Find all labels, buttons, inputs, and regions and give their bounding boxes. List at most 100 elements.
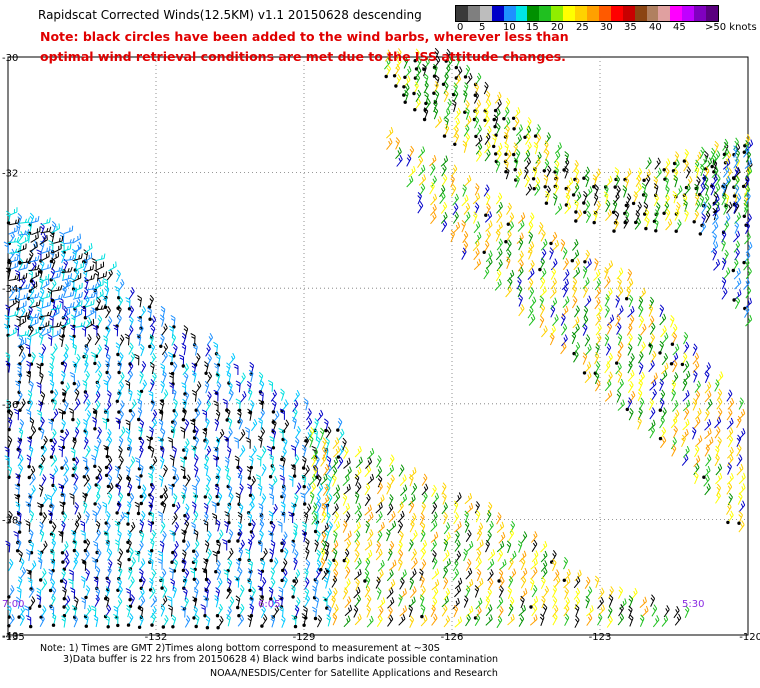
wind-barb <box>648 342 654 355</box>
wind-barb <box>446 56 453 69</box>
wind-barb <box>8 510 13 524</box>
wind-barb <box>544 132 551 145</box>
wind-barb <box>365 575 371 589</box>
wind-barb <box>682 445 690 458</box>
wind-barb <box>50 454 58 467</box>
quality-flag-dot <box>444 59 448 63</box>
wind-barb <box>173 558 178 572</box>
wind-barb <box>464 115 472 128</box>
wind-barb <box>443 538 449 552</box>
wind-barb <box>465 529 472 542</box>
wind-barb <box>107 390 112 403</box>
wind-barb <box>85 445 91 458</box>
wind-barb <box>726 502 732 515</box>
wind-barb <box>129 316 134 329</box>
wind-barb <box>562 296 570 308</box>
quality-flag-dot <box>72 381 77 386</box>
quality-flag-dot <box>171 625 175 629</box>
wind-barb <box>550 267 557 280</box>
wind-barb <box>249 603 254 616</box>
wind-barb <box>238 539 245 552</box>
color-scale-label: 10 <box>503 22 516 33</box>
wind-barb <box>139 305 147 318</box>
wind-barb <box>417 155 424 168</box>
wind-barb <box>354 594 362 607</box>
wind-barb <box>507 586 512 599</box>
color-swatch <box>670 6 683 21</box>
wind-barb <box>107 482 114 495</box>
wind-barb <box>127 370 134 383</box>
wind-barb <box>506 256 511 269</box>
quality-flag-dot <box>292 474 297 478</box>
wind-barb <box>167 483 174 496</box>
wind-barb <box>8 558 14 572</box>
wind-barb <box>18 229 30 236</box>
wind-barb <box>42 326 51 337</box>
quality-flag-dot <box>571 193 576 197</box>
wind-barb <box>465 540 474 553</box>
wind-barb <box>453 500 459 513</box>
wind-barb <box>39 274 50 283</box>
wind-barb <box>462 240 469 253</box>
wind-barb <box>247 614 253 628</box>
wind-barb <box>50 279 57 292</box>
wind-barb <box>235 558 241 572</box>
wind-barb <box>84 398 91 412</box>
wind-barb <box>129 556 136 570</box>
wind-barb <box>93 445 99 458</box>
latitude-label: -36 <box>2 400 18 411</box>
wind-barb <box>398 614 406 626</box>
wind-barb <box>475 149 482 162</box>
wind-barb <box>8 297 17 309</box>
wind-barb <box>594 361 601 374</box>
quality-flag-dot <box>29 624 33 629</box>
wind-barb <box>4 455 10 467</box>
wind-barb <box>63 464 70 477</box>
quality-flag-dot <box>82 355 86 359</box>
wind-barb <box>529 578 535 591</box>
wind-barb <box>625 193 632 206</box>
quality-flag-dot <box>302 485 306 489</box>
wind-barb <box>397 510 405 523</box>
wind-barb <box>102 417 108 430</box>
wind-barb <box>582 266 588 279</box>
quality-flag-dot <box>432 91 436 95</box>
wind-barb <box>38 332 44 345</box>
wind-barb <box>531 604 538 617</box>
wind-barb <box>648 296 655 310</box>
wind-barb <box>239 372 246 385</box>
wind-barb <box>706 398 713 411</box>
wind-barb <box>105 510 111 524</box>
wind-barb <box>51 343 58 356</box>
wind-barb <box>464 520 470 533</box>
wind-barb <box>473 248 480 261</box>
quality-flag-dot <box>392 74 397 78</box>
wind-barb <box>4 446 10 459</box>
quality-flag-dot <box>532 187 536 191</box>
quality-flag-dot <box>193 363 198 367</box>
wind-barb <box>472 239 480 252</box>
wind-barb <box>683 159 689 172</box>
wind-barb <box>29 417 35 430</box>
wind-barb <box>453 512 460 525</box>
wind-barb <box>268 483 274 496</box>
wind-barb <box>204 511 209 525</box>
color-swatch <box>467 6 480 21</box>
wind-barb <box>150 398 156 412</box>
wind-barb <box>117 559 122 572</box>
wind-barb <box>561 305 569 318</box>
wind-barb <box>475 557 482 570</box>
wind-barb <box>648 419 656 432</box>
wind-barb <box>191 445 196 458</box>
wind-barb <box>386 127 394 139</box>
color-swatch <box>551 6 564 21</box>
wind-barb <box>415 89 422 102</box>
wind-barb <box>495 142 503 155</box>
quality-flag-dot <box>17 615 21 619</box>
wind-barb <box>606 322 613 335</box>
wind-barb <box>257 483 263 497</box>
wind-barb <box>628 614 634 627</box>
wind-barb <box>649 333 656 346</box>
quality-flag-dot <box>18 408 22 412</box>
wind-barb <box>444 532 451 544</box>
